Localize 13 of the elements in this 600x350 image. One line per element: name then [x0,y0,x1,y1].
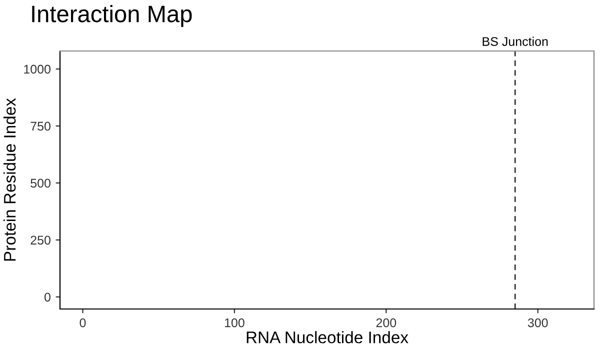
x-tick-label: 200 [376,318,396,328]
ref-line-label: BS Junction [482,36,548,46]
y-axis-title: Protein Residue Index [3,98,16,261]
y-tick-label: 750 [30,122,50,131]
x-tick-label: 100 [224,318,244,328]
x-axis-title: RNA Nucleotide Index [246,331,408,344]
y-tick-label: 250 [30,236,50,245]
x-tick-label: 0 [80,318,86,328]
chart-title: Interaction Map [32,4,192,28]
y-tick-label: 0 [44,292,50,302]
y-tick-label: 1000 [24,64,50,74]
x-tick-label: 300 [528,318,548,328]
y-tick-label: 500 [30,178,50,188]
